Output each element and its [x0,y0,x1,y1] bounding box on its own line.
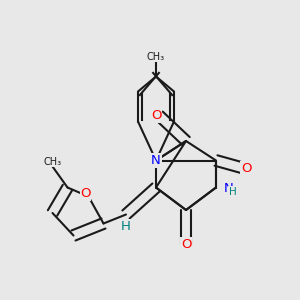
Text: H: H [229,187,236,197]
Text: O: O [241,161,251,175]
Text: N: N [224,182,233,196]
Text: H: H [121,220,131,233]
Text: O: O [151,109,161,122]
Text: CH₃: CH₃ [44,157,62,167]
Text: CH₃: CH₃ [147,52,165,62]
Text: O: O [80,187,91,200]
Text: O: O [181,238,191,251]
Text: N: N [151,154,161,167]
